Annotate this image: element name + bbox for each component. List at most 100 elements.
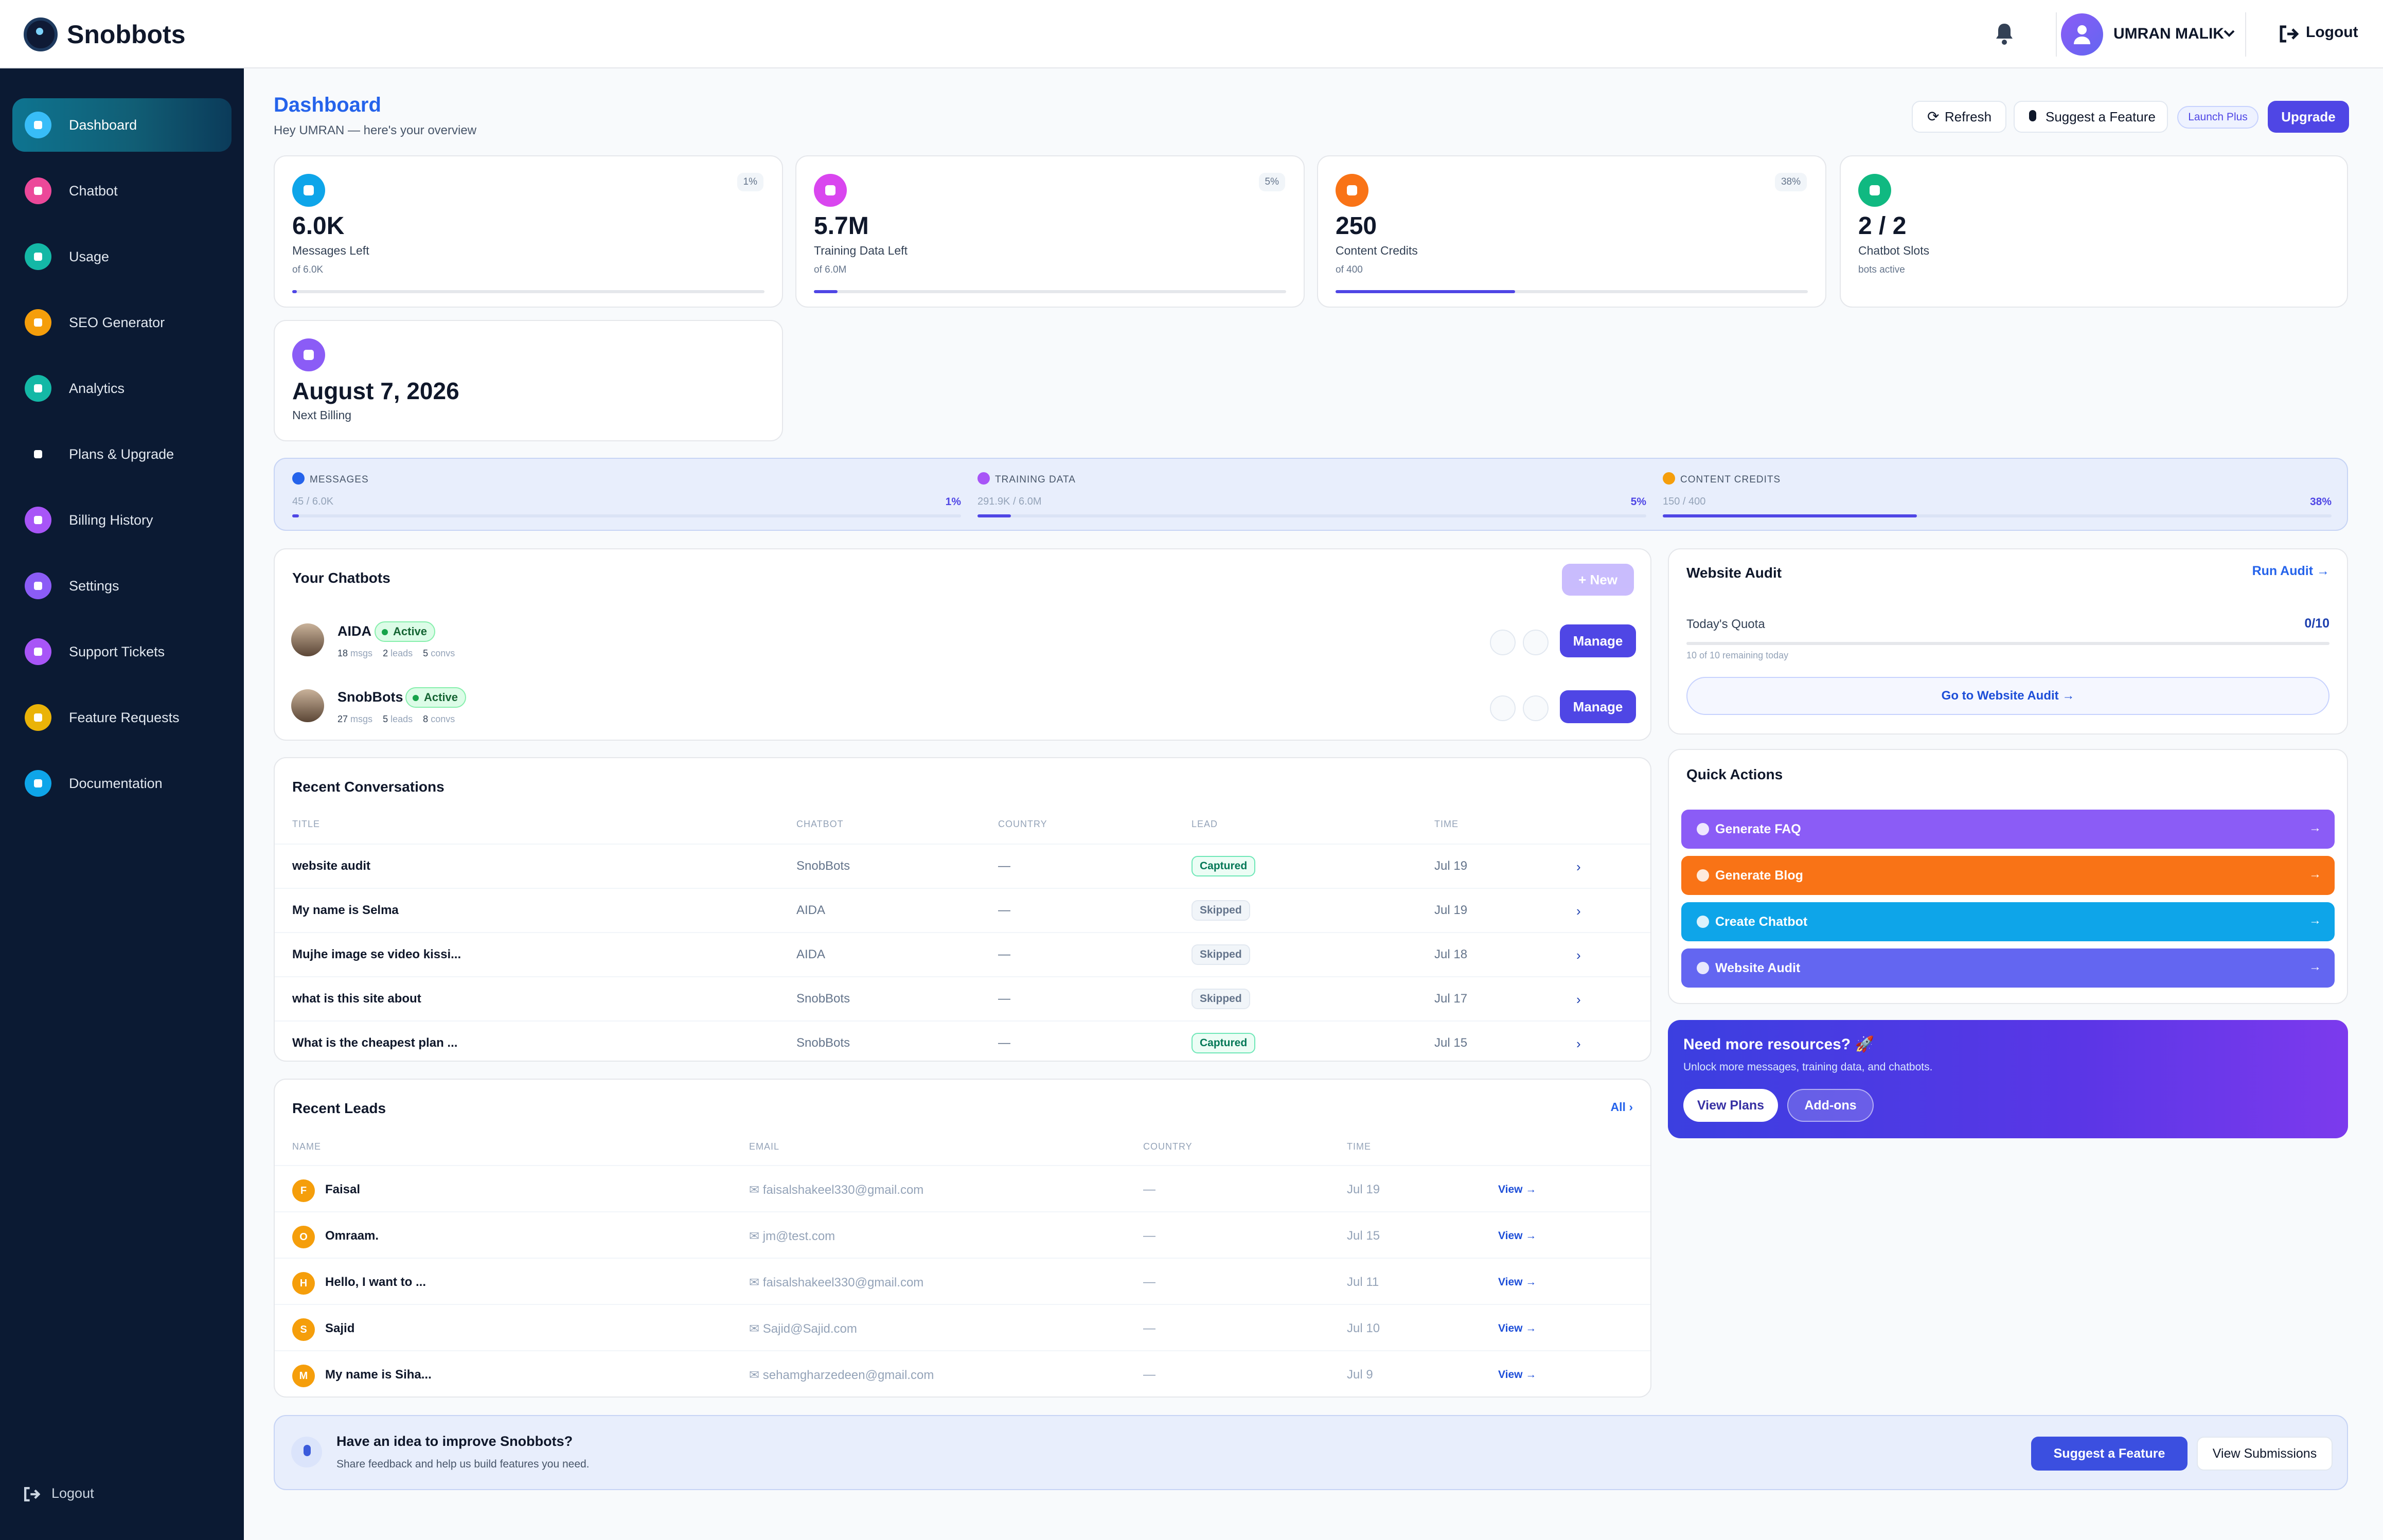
chatbot-name[interactable]: SnobBots (337, 689, 403, 705)
chevron-right-icon[interactable]: › (1576, 947, 1581, 963)
create-chatbot-button[interactable]: Create Chatbot → (1681, 902, 2335, 941)
usage-count: 150 / 400 (1663, 496, 1706, 507)
promo-subtitle: Unlock more messages, training data, and… (1683, 1061, 1933, 1073)
stat-value: 2 / 2 (1858, 212, 1907, 240)
sidebar-item-documentation[interactable]: Documentation (12, 757, 232, 810)
sidebar-item-dashboard[interactable]: Dashboard (12, 98, 232, 152)
view-lead-link[interactable]: View → (1498, 1322, 1537, 1334)
refresh-button[interactable]: ⟳ Refresh (1912, 101, 2006, 133)
table-row[interactable]: My name is Selma AIDA — Skipped Jul 19 › (275, 888, 1650, 932)
sidebar-item-usage[interactable]: Usage (12, 230, 232, 283)
user-name[interactable]: UMRAN MALIK (2113, 25, 2224, 42)
usage-messages: MESSAGES 45 / 6.0K 1% (292, 459, 961, 532)
website-audit-button[interactable]: Website Audit → (1681, 948, 2335, 988)
sidebar-item-settings[interactable]: Settings (12, 559, 232, 613)
sidebar-item-analytics[interactable]: Analytics (12, 362, 232, 415)
conversation-chatbot: SnobBots (796, 992, 850, 1006)
generate-blog-button[interactable]: Generate Blog → (1681, 856, 2335, 895)
sidebar-item-billing-history[interactable]: Billing History (12, 493, 232, 547)
chevron-right-icon[interactable]: › (1576, 859, 1581, 874)
new-chatbot-button[interactable]: + New (1562, 564, 1634, 596)
status-badge: Active (405, 687, 467, 708)
user-menu[interactable] (2056, 12, 2246, 57)
run-audit-link[interactable]: Run Audit → (2252, 564, 2329, 578)
table-row[interactable]: Mujhe image se video kissi... AIDA — Ski… (275, 932, 1650, 976)
view-lead-link[interactable]: View → (1498, 1230, 1537, 1242)
chevron-right-icon[interactable]: › (1576, 992, 1581, 1007)
sidebar-item-feature-requests[interactable]: Feature Requests (12, 691, 232, 744)
suggest-feature-button[interactable]: Suggest a Feature (2014, 101, 2168, 133)
all-leads-link[interactable]: All › (1610, 1100, 1633, 1114)
view-lead-link[interactable]: View → (1498, 1276, 1537, 1288)
table-row[interactable]: what is this site about SnobBots — Skipp… (275, 976, 1650, 1020)
usage-progress-bar (1663, 514, 2332, 517)
usage-percent: 38% (2309, 496, 2332, 508)
chat-icon[interactable] (1490, 695, 1516, 721)
usage-label: MESSAGES (310, 474, 369, 485)
view-plans-button[interactable]: View Plans (1683, 1089, 1778, 1122)
conversation-chatbot: AIDA (796, 903, 826, 917)
table-row[interactable]: O Omraam. ✉ jm@test.com — Jul 15 View → (275, 1211, 1650, 1258)
stat-percent: 38% (1774, 173, 1807, 191)
lead-email: ✉ faisalshakeel330@gmail.com (749, 1183, 924, 1197)
chevron-right-icon[interactable]: › (1576, 1036, 1581, 1051)
page-title: Dashboard (274, 94, 381, 116)
usage-count: 45 / 6.0K (292, 496, 334, 507)
mail-icon: ✉ (749, 1276, 763, 1290)
stat-label: Chatbot Slots (1858, 244, 1930, 257)
section-title: Website Audit (1686, 565, 1782, 581)
quota-value: 0/10 (2304, 616, 2329, 631)
quick-actions-panel: Quick Actions Generate FAQ → Generate Bl… (1668, 749, 2348, 1004)
conversation-time: Jul 19 (1434, 903, 1468, 917)
manage-button[interactable]: Manage (1560, 624, 1636, 657)
notification-bell-icon[interactable] (1994, 22, 2015, 45)
table-row[interactable]: S Sajid ✉ Sajid@Sajid.com — Jul 10 View … (275, 1304, 1650, 1350)
idea-subtitle: Share feedback and help us build feature… (336, 1458, 590, 1470)
sidebar-logout-button[interactable]: Logout (23, 1481, 126, 1507)
go-to-audit-button[interactable]: Go to Website Audit → (1686, 677, 2329, 715)
stat-subtext: of 6.0M (814, 264, 847, 275)
conversation-title: What is the cheapest plan ... (292, 1036, 458, 1050)
view-lead-link[interactable]: View → (1498, 1369, 1537, 1381)
table-row[interactable]: What is the cheapest plan ... SnobBots —… (275, 1020, 1650, 1065)
chat-icon (25, 177, 51, 204)
add-ons-button[interactable]: Add-ons (1787, 1089, 1874, 1122)
sidebar-item-support-tickets[interactable]: Support Tickets (12, 625, 232, 678)
sidebar-item-label: Documentation (69, 776, 163, 791)
user-avatar[interactable] (2061, 13, 2103, 56)
suggest-feature-banner-button[interactable]: Suggest a Feature (2031, 1437, 2188, 1471)
upgrade-button[interactable]: Upgrade (2268, 101, 2349, 133)
conversation-country: — (998, 859, 1010, 873)
sidebar-item-seo-generator[interactable]: SEO Generator (12, 296, 232, 349)
arrow-right-icon: → (2309, 914, 2321, 927)
conversation-time: Jul 17 (1434, 992, 1468, 1006)
sidebar-item-chatbot[interactable]: Chatbot (12, 164, 232, 218)
sidebar-item-plans-upgrade[interactable]: Plans & Upgrade (12, 427, 232, 481)
chat-icon[interactable] (1490, 630, 1516, 655)
chevron-right-icon[interactable]: › (1576, 903, 1581, 919)
brand-name[interactable]: Snobbots (67, 20, 186, 49)
calendar-icon (292, 338, 325, 371)
view-submissions-button[interactable]: View Submissions (2197, 1437, 2333, 1471)
logout-button[interactable]: Logout (2276, 21, 2369, 47)
help-icon (1697, 823, 1709, 835)
usage-count: 291.9K / 6.0M (977, 496, 1042, 507)
chevron-down-icon[interactable] (2221, 26, 2237, 41)
user-icon[interactable] (1523, 695, 1549, 721)
table-row[interactable]: website audit SnobBots — Captured Jul 19… (275, 844, 1650, 888)
stat-card-content-credits: 38% 250 Content Credits of 400 (1317, 155, 1826, 308)
recent-conversations-panel: Recent Conversations TITLE CHATBOT COUNT… (274, 757, 1651, 1062)
column-header: EMAIL (749, 1141, 780, 1152)
user-icon[interactable] (1523, 630, 1549, 655)
column-header: COUNTRY (1143, 1141, 1193, 1152)
table-row[interactable]: H Hello, I want to ... ✉ faisalshakeel33… (275, 1258, 1650, 1304)
manage-button[interactable]: Manage (1560, 690, 1636, 723)
table-row[interactable]: M My name is Siha... ✉ sehamgharzedeen@g… (275, 1350, 1650, 1396)
chatbot-name[interactable]: AIDA (337, 623, 371, 639)
table-row[interactable]: F Faisal ✉ faisalshakeel330@gmail.com — … (275, 1165, 1650, 1211)
chat-icon (292, 472, 305, 485)
generate-faq-button[interactable]: Generate FAQ → (1681, 810, 2335, 849)
logo-icon[interactable] (24, 17, 58, 51)
conversation-time: Jul 19 (1434, 859, 1468, 873)
view-lead-link[interactable]: View → (1498, 1184, 1537, 1195)
